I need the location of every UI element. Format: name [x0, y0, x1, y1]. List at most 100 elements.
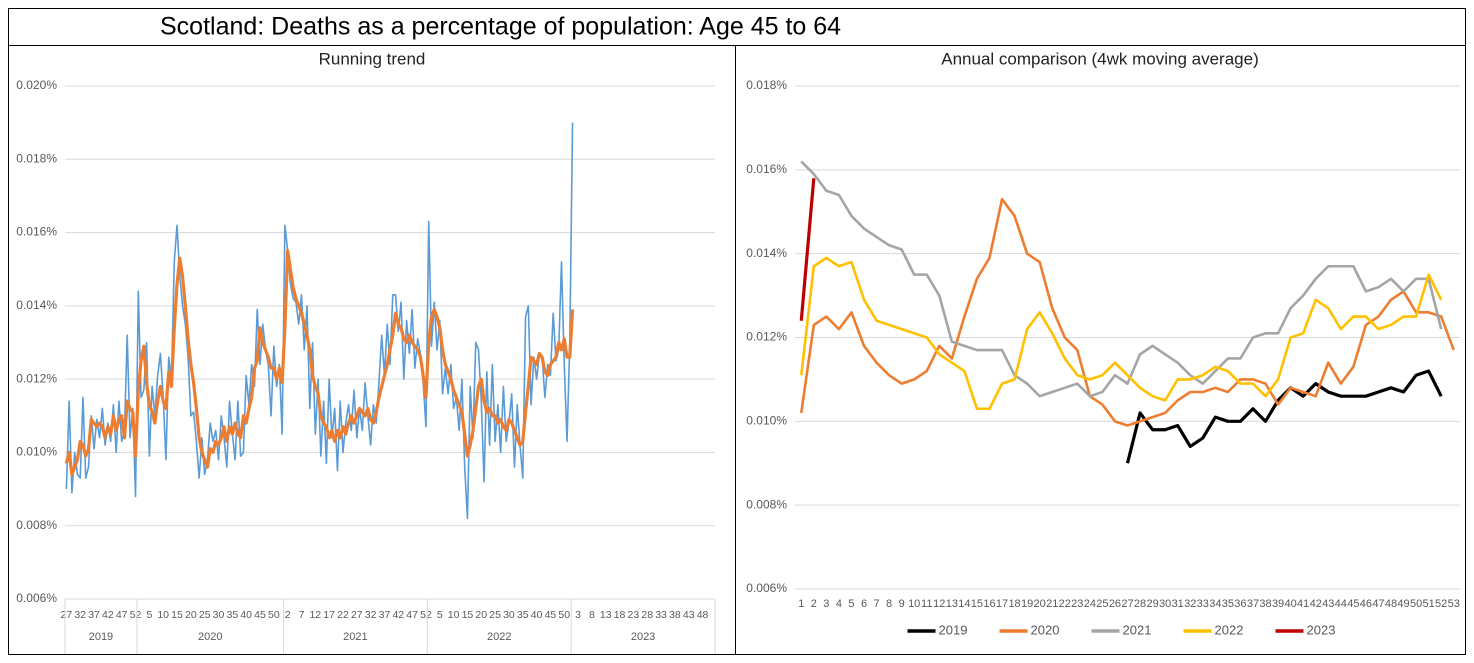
- x-tick-label: 1: [798, 598, 804, 610]
- x-tick-label: 25: [199, 609, 211, 621]
- x-tick-label: 21: [1046, 598, 1058, 610]
- x-tick-label: 35: [517, 609, 529, 621]
- x-tick-label: 12: [933, 598, 945, 610]
- legend-label: 2021: [1123, 622, 1152, 637]
- x-tick-label: 53: [1448, 598, 1460, 610]
- x-tick-label: 34: [1209, 598, 1221, 610]
- group-label: 2022: [487, 631, 511, 643]
- x-tick-label: 10: [157, 609, 169, 621]
- y-tick-label: 0.012%: [746, 330, 787, 344]
- x-tick-label: 14: [958, 598, 970, 610]
- x-tick-label: 35: [1222, 598, 1234, 610]
- x-tick-label: 9: [899, 598, 905, 610]
- x-tick-label: 32: [365, 609, 377, 621]
- x-tick-label: 46: [1360, 598, 1372, 610]
- group-label: 2021: [343, 631, 367, 643]
- x-tick-label: 19: [1021, 598, 1033, 610]
- x-tick-label: 22: [337, 609, 349, 621]
- main-title: Scotland: Deaths as a percentage of popu…: [160, 13, 841, 41]
- x-tick-label: 15: [171, 609, 183, 621]
- legend-label: 2019: [939, 622, 968, 637]
- x-tick-label: 17: [996, 598, 1008, 610]
- x-tick-label: 33: [1197, 598, 1209, 610]
- x-tick-label: 52: [420, 609, 432, 621]
- x-tick-label: 49: [1397, 598, 1409, 610]
- x-tick-label: 47: [1372, 598, 1384, 610]
- legend-label: 2020: [1031, 622, 1060, 637]
- x-tick-label: 13: [946, 598, 958, 610]
- y-tick-label: 0.016%: [746, 162, 787, 176]
- x-tick-label: 10: [448, 609, 460, 621]
- x-tick-label: 50: [558, 609, 570, 621]
- x-tick-label: 27: [61, 609, 73, 621]
- x-tick-label: 30: [213, 609, 225, 621]
- x-tick-label: 11: [921, 598, 932, 610]
- x-tick-label: 45: [254, 609, 266, 621]
- series-line: [799, 178, 816, 321]
- x-tick-label: 28: [1134, 598, 1146, 610]
- x-tick-label: 5: [437, 609, 443, 621]
- x-tick-label: 37: [379, 609, 391, 621]
- x-tick-label: 18: [614, 609, 626, 621]
- x-tick-label: 29: [1146, 598, 1158, 610]
- x-tick-label: 48: [1385, 598, 1397, 610]
- chart-title: Running trend: [319, 49, 426, 68]
- y-tick-label: 0.016%: [16, 225, 57, 239]
- x-tick-label: 41: [1297, 598, 1309, 610]
- x-tick-label: 24: [1084, 598, 1096, 610]
- x-tick-label: 50: [1410, 598, 1422, 610]
- x-tick-label: 27: [1121, 598, 1133, 610]
- x-tick-label: 43: [1322, 598, 1334, 610]
- x-tick-label: 42: [1310, 598, 1322, 610]
- x-tick-label: 47: [406, 609, 418, 621]
- group-label: 2020: [198, 631, 222, 643]
- x-tick-label: 30: [503, 609, 515, 621]
- x-tick-label: 50: [268, 609, 280, 621]
- x-tick-label: 25: [1096, 598, 1108, 610]
- y-tick-label: 0.018%: [16, 151, 57, 165]
- x-tick-label: 2: [811, 598, 817, 610]
- x-tick-label: 40: [240, 609, 252, 621]
- x-tick-label: 32: [74, 609, 86, 621]
- group-label: 2023: [631, 631, 655, 643]
- x-tick-label: 8: [886, 598, 892, 610]
- x-tick-label: 45: [545, 609, 557, 621]
- x-tick-label: 4: [836, 598, 842, 610]
- x-tick-label: 7: [299, 609, 305, 621]
- x-tick-label: 16: [983, 598, 995, 610]
- x-tick-label: 15: [971, 598, 983, 610]
- y-tick-label: 0.018%: [746, 78, 787, 92]
- x-tick-label: 48: [697, 609, 709, 621]
- x-tick-label: 8: [589, 609, 595, 621]
- series-line: [799, 256, 1443, 411]
- x-tick-label: 7: [873, 598, 879, 610]
- x-tick-label: 43: [683, 609, 695, 621]
- x-tick-label: 23: [1071, 598, 1083, 610]
- x-tick-label: 18: [1008, 598, 1020, 610]
- x-tick-label: 6: [861, 598, 867, 610]
- x-tick-label: 40: [531, 609, 543, 621]
- x-tick-label: 51: [1423, 598, 1435, 610]
- y-tick-label: 0.014%: [16, 298, 57, 312]
- legend-label: 2023: [1307, 622, 1336, 637]
- x-tick-label: 10: [908, 598, 920, 610]
- x-tick-label: 45: [1347, 598, 1359, 610]
- outer-frame: [8, 8, 1466, 655]
- x-tick-label: 38: [669, 609, 681, 621]
- series-line: [799, 197, 1455, 427]
- x-tick-label: 13: [600, 609, 612, 621]
- x-tick-label: 31: [1172, 598, 1184, 610]
- x-tick-label: 44: [1335, 598, 1347, 610]
- x-tick-label: 12: [309, 609, 321, 621]
- y-tick-label: 0.012%: [16, 371, 57, 385]
- chart-title: Annual comparison (4wk moving average): [941, 49, 1259, 68]
- x-tick-label: 33: [655, 609, 667, 621]
- x-tick-label: 37: [1247, 598, 1259, 610]
- x-tick-label: 40: [1284, 598, 1296, 610]
- x-tick-label: 5: [848, 598, 854, 610]
- x-tick-label: 26: [1109, 598, 1121, 610]
- series-line: [64, 249, 575, 477]
- x-tick-label: 2: [285, 609, 291, 621]
- x-tick-label: 30: [1159, 598, 1171, 610]
- x-tick-label: 3: [823, 598, 829, 610]
